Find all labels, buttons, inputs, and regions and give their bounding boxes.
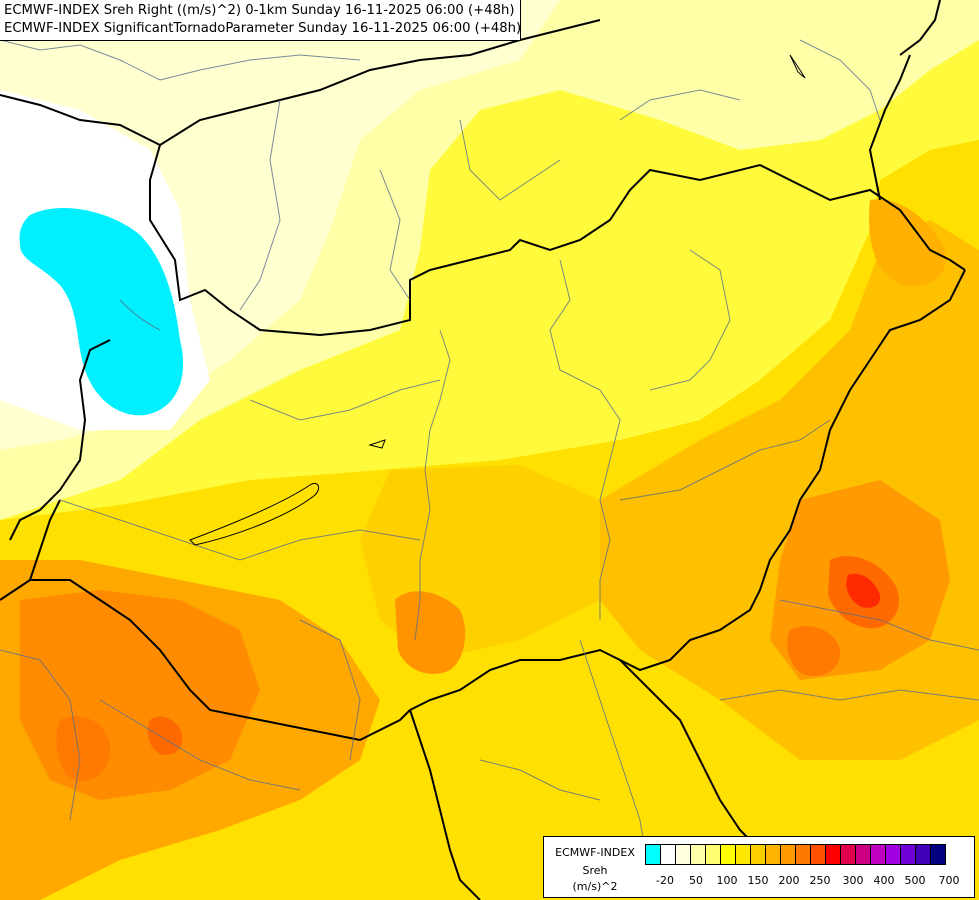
river-15 <box>0 649 81 821</box>
legend-tick-labels: -20 50 100 150 200 250 300 400 500 700 <box>645 874 973 888</box>
river-2 <box>239 99 281 311</box>
river-20 <box>119 299 161 331</box>
river-3 <box>379 169 411 301</box>
legend-tick-label: -20 <box>656 874 674 887</box>
river-18 <box>619 89 741 121</box>
legend-swatch <box>795 844 811 865</box>
river-12 <box>779 599 979 651</box>
river-4 <box>459 119 561 201</box>
map-title-box: ECMWF-INDEX Sreh Right ((m/s)^2) 0-1km S… <box>0 0 521 41</box>
river-5 <box>549 259 621 620</box>
legend-swatch <box>840 844 856 865</box>
contour-orange-sw-spot <box>147 716 183 756</box>
contour-red-core <box>846 573 881 608</box>
border-east <box>409 269 966 711</box>
map-title-line-2: ECMWF-INDEX SignificantTornadoParameter … <box>4 21 522 36</box>
river-17 <box>479 759 601 801</box>
legend-model-label: ECMWF-INDEX <box>555 846 635 859</box>
river-9 <box>619 419 831 501</box>
lake-ne <box>789 54 806 79</box>
river-11 <box>649 249 731 391</box>
border-south-west <box>0 579 411 742</box>
river-8 <box>59 499 421 561</box>
legend-swatch <box>705 844 721 865</box>
contour-negative-cyan <box>19 207 184 416</box>
legend-tick-label: 300 <box>842 874 864 887</box>
border-north <box>159 19 601 146</box>
lake-small <box>368 439 386 449</box>
legend-swatch <box>735 844 751 865</box>
border-ne <box>899 0 941 56</box>
border-west-2 <box>29 499 61 581</box>
regional-boundaries <box>0 39 979 881</box>
river-19 <box>799 39 881 121</box>
legend-swatch <box>780 844 796 865</box>
border-ne-2 <box>868 54 911 201</box>
legend-swatch <box>690 844 706 865</box>
contour-orange-east-2 <box>787 626 841 677</box>
legend-tick-label: 200 <box>778 874 800 887</box>
legend-swatch <box>675 844 691 865</box>
contour-orange-ne <box>869 199 946 286</box>
legend-tick-label: 700 <box>938 874 960 887</box>
legend-swatch <box>900 844 916 865</box>
legend-swatch <box>645 844 661 865</box>
river-13 <box>719 689 979 701</box>
legend-tick-label: 500 <box>904 874 926 887</box>
legend-field-label: Sreh <box>582 864 608 877</box>
color-legend: ECMWF-INDEX Sreh (m/s)^2 -20 50 100 150 200 2… <box>543 836 975 898</box>
river-6 <box>414 329 451 641</box>
border-se <box>619 659 761 851</box>
legend-swatch <box>765 844 781 865</box>
lake-balaton <box>189 482 320 546</box>
legend-tick-label: 150 <box>747 874 769 887</box>
legend-swatch <box>750 844 766 865</box>
river-1 <box>0 39 361 81</box>
river-16 <box>299 619 361 761</box>
border-west <box>9 339 111 541</box>
legend-swatch <box>885 844 901 865</box>
legend-tick-label: 250 <box>809 874 831 887</box>
border-north-west <box>0 94 966 337</box>
legend-tick-label: 100 <box>716 874 738 887</box>
river-7 <box>249 379 441 421</box>
legend-swatch <box>660 844 676 865</box>
legend-swatch <box>810 844 826 865</box>
legend-color-scale <box>645 844 946 865</box>
legend-swatch <box>915 844 931 865</box>
contour-orange-se-2 <box>56 716 111 781</box>
legend-unit-label: (m/s)^2 <box>572 880 618 893</box>
legend-swatch <box>930 844 946 865</box>
legend-tick-label: 400 <box>873 874 895 887</box>
legend-swatch <box>855 844 871 865</box>
legend-tick-label: 50 <box>689 874 703 887</box>
legend-swatch <box>720 844 736 865</box>
river-14 <box>99 699 301 791</box>
border-south <box>409 709 481 900</box>
contour-orange-central <box>395 591 466 674</box>
legend-swatch <box>870 844 886 865</box>
map-title-line-1: ECMWF-INDEX Sreh Right ((m/s)^2) 0-1km S… <box>4 3 515 18</box>
legend-swatch <box>825 844 841 865</box>
